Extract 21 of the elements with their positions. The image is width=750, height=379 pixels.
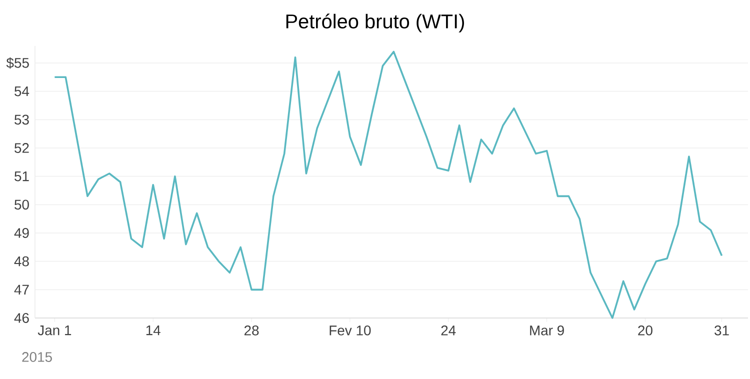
y-tick-label: 52 [14,143,29,153]
x-tick-label: 24 [441,325,456,336]
x-tick-label: Jan 1 [38,326,72,336]
x-tick-label: Fev 10 [330,325,371,336]
text: 2015 [22,352,52,362]
x-tick-label: 14 [146,326,160,336]
x-tick-label: 20 [638,325,652,336]
x-tick-label: 31 [714,325,729,336]
y-tick-label: 47 [14,284,29,294]
chart-title: Petróleo bruto (WTI) [286,14,464,32]
y-tick-label: 54 [14,86,30,96]
line-series [54,50,723,319]
y-tick-label: 46 [14,313,29,323]
x-tick-label: 28 [244,325,259,336]
y-tick-label: 49 [14,228,29,238]
y-tick-label: $55 [6,57,29,69]
y-tick-label: 50 [14,200,29,210]
x-tick-label: Mar 9 [530,325,564,336]
y-tick-label: 48 [14,256,29,266]
y-tick-label: 53 [14,114,29,125]
y-tick-label: 51 [14,171,29,182]
